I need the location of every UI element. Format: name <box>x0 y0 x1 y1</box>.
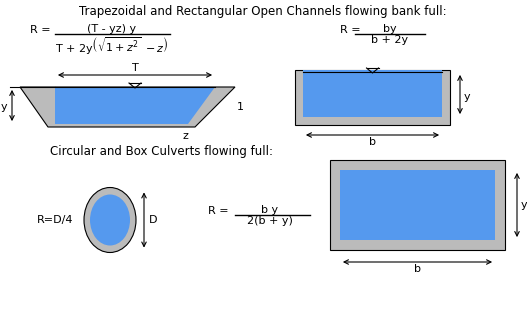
Bar <box>295 70 450 125</box>
Text: y: y <box>464 92 471 103</box>
Text: b + 2y: b + 2y <box>372 35 408 45</box>
Bar <box>330 160 505 250</box>
Text: (T - yz) y: (T - yz) y <box>87 24 136 34</box>
Polygon shape <box>20 87 235 127</box>
Text: b: b <box>369 137 376 147</box>
Text: R =: R = <box>208 206 229 216</box>
Text: y: y <box>521 200 527 210</box>
Ellipse shape <box>90 195 130 246</box>
Text: b y: b y <box>261 205 279 215</box>
Text: 1: 1 <box>237 102 244 112</box>
Bar <box>340 170 495 240</box>
Text: Trapezoidal and Rectangular Open Channels flowing bank full:: Trapezoidal and Rectangular Open Channel… <box>79 5 447 18</box>
Text: by: by <box>383 24 397 34</box>
Text: 2(b + y): 2(b + y) <box>247 216 293 226</box>
Text: D: D <box>149 215 158 225</box>
Polygon shape <box>55 87 215 124</box>
Text: Circular and Box Culverts flowing full:: Circular and Box Culverts flowing full: <box>50 145 273 158</box>
Bar <box>303 70 442 117</box>
Text: z: z <box>182 131 188 141</box>
Text: y: y <box>1 102 7 112</box>
Text: T: T <box>132 63 139 73</box>
Text: T + 2y$\left(\sqrt{1+z^2}\ -z\right)$: T + 2y$\left(\sqrt{1+z^2}\ -z\right)$ <box>55 35 169 56</box>
Text: R =: R = <box>340 25 360 35</box>
Text: R =: R = <box>30 25 51 35</box>
Ellipse shape <box>84 188 136 253</box>
Text: R=D/4: R=D/4 <box>37 215 73 225</box>
Text: b: b <box>414 264 421 274</box>
